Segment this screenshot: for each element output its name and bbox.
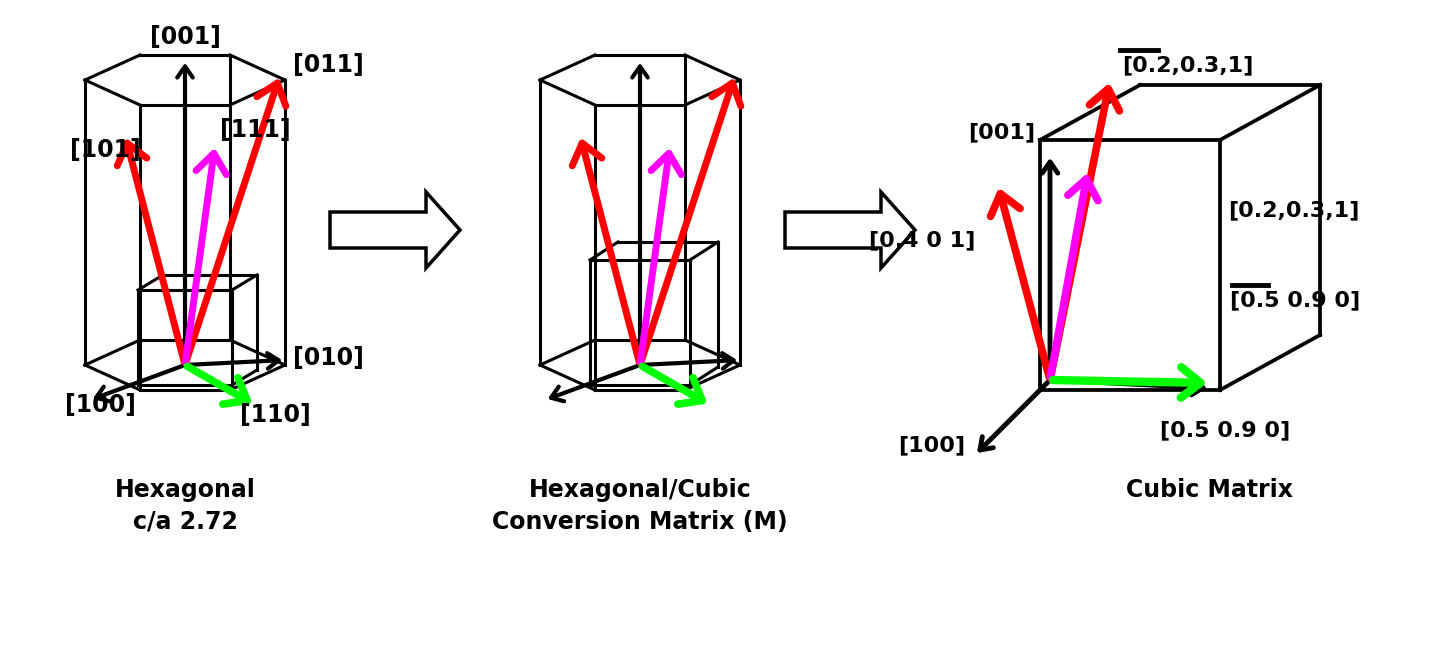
Text: [011]: [011]	[294, 53, 364, 77]
Text: [100]: [100]	[898, 435, 965, 455]
Text: [111]: [111]	[221, 118, 291, 142]
Text: [0.5 0.9 0]: [0.5 0.9 0]	[1230, 290, 1360, 310]
Text: Hexagonal/Cubic
Conversion Matrix (M): Hexagonal/Cubic Conversion Matrix (M)	[493, 478, 788, 534]
Polygon shape	[329, 192, 460, 268]
Text: [110]: [110]	[241, 403, 311, 427]
Text: [0.5 0.9 0]: [0.5 0.9 0]	[1160, 420, 1290, 440]
Text: [0.4 0 1]: [0.4 0 1]	[869, 230, 975, 250]
Text: [001]: [001]	[968, 122, 1035, 142]
Text: [100]: [100]	[64, 393, 136, 417]
Text: Cubic Matrix: Cubic Matrix	[1127, 478, 1293, 502]
Text: [0.2,0.3,1]: [0.2,0.3,1]	[1123, 55, 1253, 75]
Text: [0.2,0.3,1]: [0.2,0.3,1]	[1229, 200, 1359, 220]
Text: [001]: [001]	[149, 25, 221, 49]
Text: Hexagonal
c/a 2.72: Hexagonal c/a 2.72	[115, 478, 255, 534]
Text: [010]: [010]	[294, 346, 364, 370]
Polygon shape	[785, 192, 915, 268]
Text: [101]: [101]	[70, 138, 140, 162]
